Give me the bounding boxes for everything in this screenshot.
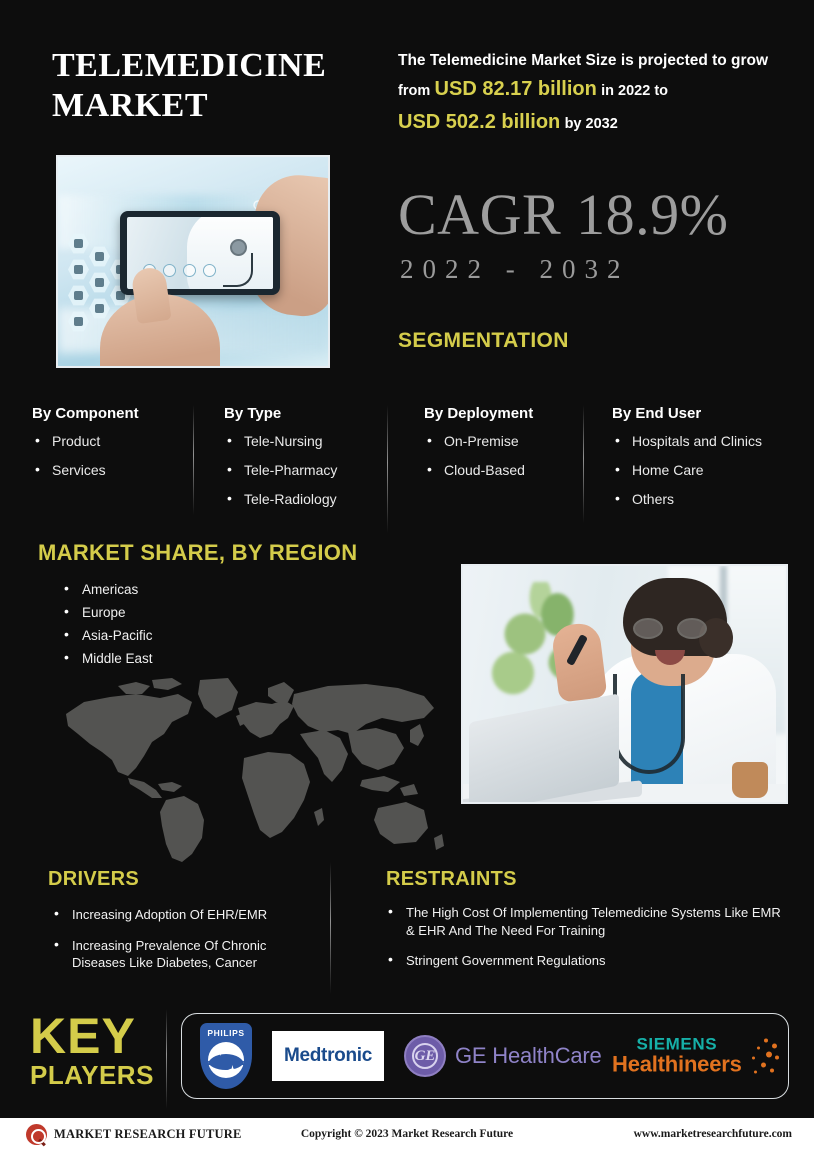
list-item: Increasing Adoption Of EHR/EMR [52, 904, 320, 924]
segmentation-column-end-user: By End User Hospitals and Clinics Home C… [612, 405, 762, 520]
key-players-logo-box: PHILIPS Medtronic GE GE HealthCare SIEME… [181, 1013, 789, 1099]
footer-brand: MARKET RESEARCH FUTURE [26, 1123, 242, 1145]
siemens-wordmark: SIEMENS [636, 1034, 718, 1054]
cagr-value: CAGR 18.9% [398, 182, 729, 247]
footer-website[interactable]: www.marketresearchfuture.com [633, 1128, 792, 1140]
page-title: TELEMEDICINE MARKET [52, 47, 327, 125]
segmentation-row: By Component Product Services By Type Te… [0, 405, 814, 533]
medtronic-logo: Medtronic [272, 1031, 384, 1081]
drivers-heading: DRIVERS [48, 868, 140, 890]
restraints-list: The High Cost Of Implementing Telemedici… [386, 902, 786, 983]
siemens-dot-pattern-icon [744, 1038, 780, 1079]
restraints-heading: RESTRAINTS [386, 868, 517, 890]
market-size-statement: The Telemedicine Market Size is projecte… [398, 48, 790, 138]
segmentation-list-component: Product Services [32, 432, 139, 478]
segmentation-list-deployment: On-Premise Cloud-Based [424, 432, 533, 478]
list-item: Middle East [60, 649, 153, 666]
lede-in-2022-to: in 2022 to [601, 83, 669, 100]
list-item: Tele-Pharmacy [224, 461, 337, 478]
siemens-healthineers-logo: SIEMENS Healthineers [612, 1034, 779, 1078]
doctor-smile [655, 650, 685, 665]
market-size-2022: USD 82.17 billion [434, 78, 597, 101]
ge-monogram-icon: GE [404, 1035, 446, 1077]
lede-by-2032: by 2032 [564, 115, 618, 132]
philips-star-lower [228, 1065, 237, 1074]
philips-wave-top [208, 1054, 244, 1065]
footer-brand-text: MARKET RESEARCH FUTURE [54, 1126, 242, 1141]
drivers-restraints-divider [330, 862, 331, 994]
market-size-2032: USD 502.2 billion [398, 110, 561, 133]
ge-healthcare-wordmark: GE HealthCare [455, 1043, 602, 1068]
footer-bar: Copyright © 2023 Market Research Future … [0, 1118, 814, 1150]
market-share-heading: MARKET SHARE, BY REGION [38, 540, 358, 565]
list-item: Asia-Pacific [60, 626, 153, 643]
list-item: Product [32, 432, 139, 449]
lede-line-1: The Telemedicine Market Size is projecte… [398, 52, 769, 69]
philips-wordmark: PHILIPS [207, 1028, 245, 1038]
segmentation-heading-type: By Type [224, 405, 282, 422]
key-players-label-line2: PLAYERS [30, 1059, 154, 1090]
key-players-band: KEY PLAYERS [0, 1005, 814, 1117]
world-map-graphic [32, 672, 452, 862]
footer-copyright: Copyright © 2023 Market Research Future [300, 1128, 514, 1140]
philips-star-upper [215, 1045, 226, 1056]
doctor-glasses [633, 618, 707, 640]
philips-logo: PHILIPS [200, 1023, 252, 1089]
list-item: Americas [60, 580, 153, 597]
segmentation-divider-2 [387, 405, 388, 533]
market-share-region-list: Americas Europe Asia-Pacific Middle East [60, 580, 153, 674]
list-item: Europe [60, 603, 153, 620]
segmentation-list-end-user: Hospitals and Clinics Home Care Others [612, 432, 762, 507]
hero-image-telemedicine [56, 155, 330, 368]
list-item: Tele-Radiology [224, 490, 337, 507]
doctor-desk-plant [732, 762, 768, 798]
segmentation-heading: SEGMENTATION [398, 329, 569, 352]
list-item: Hospitals and Clinics [612, 432, 762, 449]
segmentation-heading-component: By Component [32, 405, 139, 422]
key-players-divider [166, 1009, 167, 1109]
list-item: Home Care [612, 461, 762, 478]
segmentation-divider-1 [193, 405, 194, 515]
ge-healthcare-logo: GE GE HealthCare [404, 1035, 602, 1077]
healthineers-wordmark: Healthineers [612, 1051, 742, 1077]
list-item: On-Premise [424, 432, 533, 449]
medtronic-wordmark: Medtronic [283, 1045, 373, 1066]
doctor-stethoscope [613, 674, 685, 774]
segmentation-column-component: By Component Product Services [32, 405, 139, 491]
segmentation-heading-deployment: By Deployment [424, 405, 534, 422]
lede-from-label: from [398, 83, 431, 100]
list-item: Others [612, 490, 762, 507]
segmentation-divider-3 [583, 405, 584, 523]
list-item: Increasing Prevalence Of Chronic Disease… [52, 935, 320, 972]
drivers-list: Increasing Adoption Of EHR/EMR Increasin… [52, 904, 320, 985]
hero-stethoscope-tube [223, 253, 253, 287]
list-item: Stringent Government Regulations [386, 950, 786, 970]
cagr-period: 2022 - 2032 [400, 254, 630, 284]
segmentation-column-type: By Type Tele-Nursing Tele-Pharmacy Tele-… [224, 405, 337, 520]
segmentation-column-deployment: By Deployment On-Premise Cloud-Based [424, 405, 533, 491]
list-item: Tele-Nursing [224, 432, 337, 449]
key-players-label-line1: KEY [30, 1008, 136, 1064]
doctor-video-call-image [461, 564, 788, 804]
list-item: Services [32, 461, 139, 478]
list-item: The High Cost Of Implementing Telemedici… [386, 902, 786, 939]
philips-wave-bottom [208, 1061, 244, 1070]
key-players-label: KEY PLAYERS [30, 1008, 154, 1090]
segmentation-heading-end-user: By End User [612, 405, 702, 422]
segmentation-list-type: Tele-Nursing Tele-Pharmacy Tele-Radiolog… [224, 432, 337, 507]
list-item: Cloud-Based [424, 461, 533, 478]
market-research-future-logo-icon [26, 1123, 47, 1145]
